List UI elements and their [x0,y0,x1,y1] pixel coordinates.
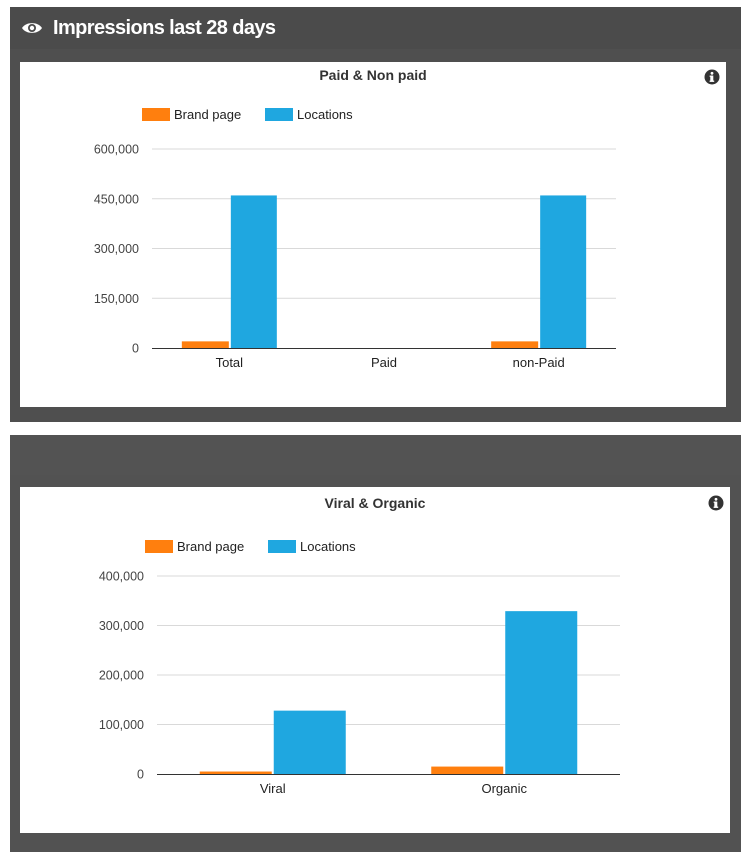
second-panel: Viral & Organic Brand page Locations 0 100,0… [10,435,741,852]
legend-swatch-1 [265,108,293,121]
y-tick-label: 600,000 [94,143,139,157]
bar-brand-page-total [181,341,229,348]
bar-brand-page-non-paid [491,341,539,348]
y-tick-label: 0 [132,342,139,356]
info-icon[interactable] [708,495,724,511]
bar-brand-page-viral [199,771,272,774]
legend-swatch-1 [268,540,296,553]
y-tick-label: 400,000 [99,570,144,584]
y-tick-label: 300,000 [99,619,144,633]
x-category-label: Organic [481,781,527,796]
bar-locations-organic [505,611,578,774]
chart-paid-nonpaid: Paid & Non paid Brand page Locations 0 150,0… [94,67,616,370]
x-category-label: non-Paid [513,355,565,370]
info-icon[interactable] [704,69,720,85]
bar-locations-total [230,195,277,348]
x-category-label: Viral [260,781,286,796]
bar-locations-viral [273,710,346,774]
bar-brand-page-organic [431,766,504,774]
y-tick-label: 200,000 [99,669,144,683]
y-tick-label: 300,000 [94,242,139,256]
legend-label-0: Brand page [177,539,244,554]
chart-card-paid-nonpaid: Paid & Non paid Brand page Locations 0 150,0… [20,62,726,407]
chart-title: Viral & Organic [325,495,426,511]
chart-card-viral-organic: Viral & Organic Brand page Locations 0 100,0… [20,487,730,833]
eye-icon [22,23,42,33]
legend-swatch-0 [145,540,173,553]
panel-title: Impressions last 28 days [53,16,276,39]
panel-header-empty [10,435,741,475]
x-category-label: Paid [371,355,397,370]
legend-label-0: Brand page [174,107,241,122]
chart-viral-organic: Viral & Organic Brand page Locations 0 100,0… [99,495,620,796]
legend-swatch-0 [142,108,170,121]
y-tick-label: 150,000 [94,292,139,306]
legend-label-1: Locations [300,539,356,554]
y-tick-label: 450,000 [94,192,139,206]
y-tick-label: 0 [137,768,144,782]
bar-locations-non-paid [540,195,587,348]
panel-header: Impressions last 28 days [10,7,741,49]
y-tick-label: 100,000 [99,718,144,732]
chart-title: Paid & Non paid [319,67,426,83]
impressions-panel: Impressions last 28 days Paid & Non paid… [10,7,741,422]
legend-label-1: Locations [297,107,353,122]
x-category-label: Total [216,355,244,370]
